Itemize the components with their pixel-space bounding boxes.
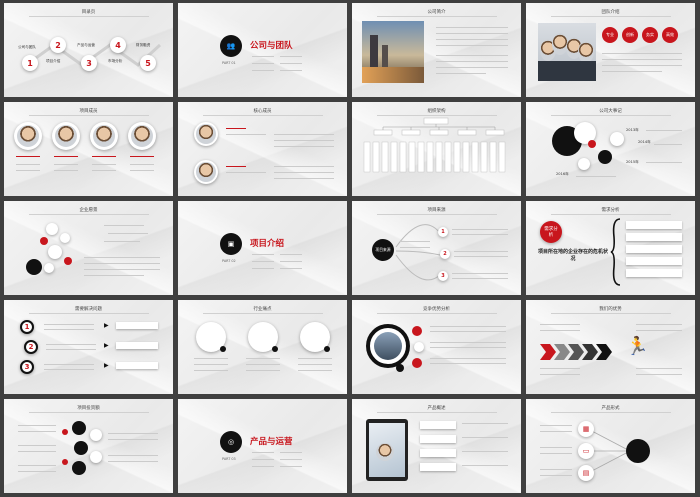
slide-thumbnail-3[interactable]: 公司简介	[352, 3, 521, 97]
slide-thumbnail-7[interactable]: 组织架构	[352, 102, 521, 196]
slide-title: 行业痛点	[178, 306, 347, 314]
presentation-icon: ▣	[220, 233, 242, 255]
team-photo	[538, 23, 596, 81]
toc-item-1: 公司与团队	[18, 45, 36, 49]
connector-arc	[395, 224, 441, 281]
toc-number-5: 5	[140, 55, 156, 71]
toc-item-5: 财务融资	[136, 43, 151, 47]
slide-thumbnail-15[interactable]: 竞争优势分析	[352, 300, 521, 394]
tablet-photo	[366, 419, 408, 481]
slide-title: 公司大事记	[526, 108, 695, 116]
toc-item-3: 产品与运营	[77, 43, 95, 47]
slide-thumbnail-20[interactable]: 产品形式 ▦ ▭ ▤	[526, 399, 695, 493]
slide-title: 我们的优势	[526, 306, 695, 314]
section-title: 项目介绍	[250, 239, 285, 249]
screen-icon: ▭	[578, 443, 594, 459]
slide-thumbnail-10[interactable]: ▣ 项目介绍 PART 02	[178, 201, 347, 295]
tag-2: 创新	[622, 27, 638, 43]
year-2015: 2015年	[626, 160, 639, 164]
slide-thumbnail-11[interactable]: 项目来源 项目来源 1 2 3	[352, 201, 521, 295]
problem-number-3: 3	[20, 360, 34, 374]
part-label: PART 03	[222, 457, 236, 461]
tag-4: 高效	[662, 27, 678, 43]
toc-item-4: 市场分析	[108, 59, 123, 63]
slide-title: 目录页	[4, 9, 173, 17]
slide-title: 核心成员	[178, 108, 347, 116]
slide-thumbnail-13[interactable]: 需要解决问题 1 2 3 ▶ ▶ ▶	[4, 300, 173, 394]
slide-title: 项目成员	[4, 108, 173, 116]
part-label: PART 01	[222, 61, 236, 65]
slide-title: 项目来源	[352, 207, 521, 215]
slide-thumbnail-5[interactable]: 项目成员	[4, 102, 173, 196]
chevron-arrows	[540, 344, 612, 360]
section-title: 产品与运营	[250, 437, 293, 447]
toc-number-2: 2	[50, 37, 66, 53]
slide-title: 团队介绍	[526, 9, 695, 17]
demand-main-text: 项目所在地的企业存在的危机状况	[537, 249, 608, 262]
slide-title: 竞争优势分析	[352, 306, 521, 314]
org-chart	[363, 117, 506, 173]
toc-item-2: 项目介绍	[46, 59, 61, 63]
problem-number-1: 1	[20, 320, 34, 334]
team-icon: 👥	[220, 35, 242, 57]
slide-thumbnail-16[interactable]: 我们的优势 🏃	[526, 300, 695, 394]
slide-title: 需求分析	[526, 207, 695, 215]
slide-thumbnail-18[interactable]: ◎ 产品与运营 PART 03	[178, 399, 347, 493]
demand-badge: 需求分析	[540, 221, 562, 243]
slide-title: 产品概述	[352, 405, 521, 413]
slide-title: 企业愿景	[4, 207, 173, 215]
section-title: 公司与团队	[250, 41, 293, 51]
tag-3: 务实	[642, 27, 658, 43]
runner-icon: 🏃	[626, 336, 649, 357]
toc-number-4: 4	[110, 37, 126, 53]
year-2016: 2016年	[556, 172, 569, 176]
slide-title: 需要解决问题	[4, 306, 173, 314]
brace	[610, 218, 621, 286]
slide-thumbnail-1[interactable]: 目录页 1 2 3 4 5 公司与团队 项目介绍 产品与运营 市场分析 财务融资	[4, 3, 173, 97]
slide-title: 公司简介	[352, 9, 521, 17]
slide-thumbnail-4[interactable]: 团队介绍 专业 创新 务实 高效	[526, 3, 695, 97]
toc-number-1: 1	[22, 55, 38, 71]
slide-thumbnail-12[interactable]: 需求分析 需求分析 项目所在地的企业存在的危机状况	[526, 201, 695, 295]
slide-thumbnail-14[interactable]: 行业痛点	[178, 300, 347, 394]
slide-title: 产品形式	[526, 405, 695, 413]
problem-number-2: 2	[24, 340, 38, 354]
slide-thumbnail-2[interactable]: 👥 公司与团队 PART 01	[178, 3, 347, 97]
center-circle: 项目来源	[372, 239, 394, 261]
hub-diagram	[587, 428, 631, 474]
image-icon: ▤	[578, 465, 594, 481]
year-2014: 2014年	[638, 140, 651, 144]
slide-title: 组织架构	[352, 108, 521, 116]
grid-icon: ▦	[578, 421, 594, 437]
slide-thumbnail-19[interactable]: 产品概述	[352, 399, 521, 493]
slide-thumbnail-17[interactable]: 项目投资额	[4, 399, 173, 493]
tag-1: 专业	[602, 27, 618, 43]
slide-thumbnail-9[interactable]: 企业愿景	[4, 201, 173, 295]
city-photo	[362, 21, 424, 83]
part-label: PART 02	[222, 259, 236, 263]
target-icon: ◎	[220, 431, 242, 453]
slide-thumbnail-8[interactable]: 公司大事记 2013年 2014年 2015年 2016年	[526, 102, 695, 196]
year-2013: 2013年	[626, 128, 639, 132]
slide-thumbnail-6[interactable]: 核心成员	[178, 102, 347, 196]
toc-number-3: 3	[81, 55, 97, 71]
slide-title: 项目投资额	[4, 405, 173, 413]
slide-thumbnail-grid: 目录页 1 2 3 4 5 公司与团队 项目介绍 产品与运营 市场分析 财务融资…	[4, 3, 696, 494]
